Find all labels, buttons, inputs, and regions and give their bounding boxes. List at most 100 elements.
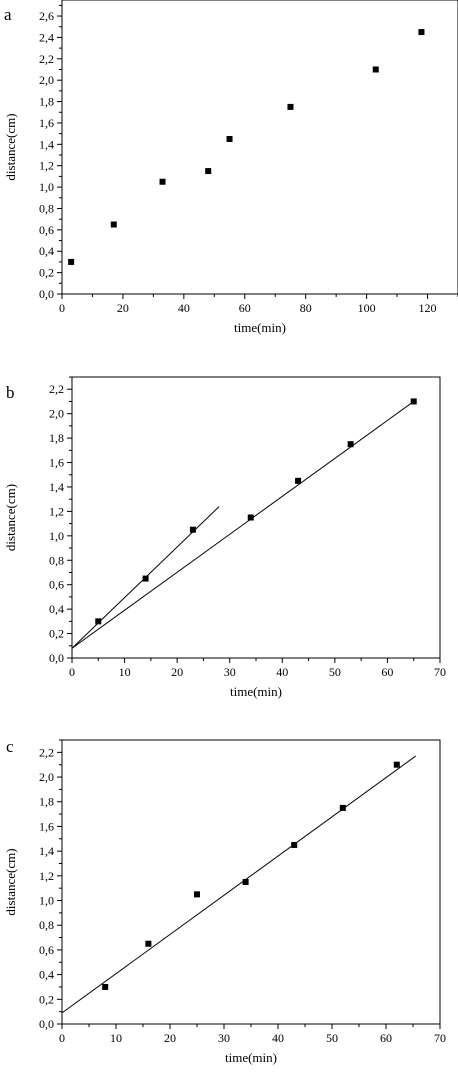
- data-point: [95, 618, 102, 625]
- panel-letter: b: [6, 383, 15, 402]
- x-tick-label: 70: [434, 665, 446, 679]
- data-point: [418, 29, 425, 36]
- x-tick-label: 100: [358, 301, 376, 315]
- data-point: [372, 66, 379, 73]
- y-tick-label: 0,4: [39, 968, 54, 982]
- y-axis-label: distance(cm): [3, 113, 18, 180]
- y-tick-label: 0,4: [49, 602, 64, 616]
- y-tick-label: 0,2: [39, 992, 54, 1006]
- y-tick-label: 0,6: [39, 943, 54, 957]
- y-tick-label: 2,2: [39, 52, 54, 66]
- y-tick-label: 1,6: [39, 116, 54, 130]
- y-tick-label: 1,2: [39, 869, 54, 883]
- y-tick-label: 1,0: [39, 180, 54, 194]
- y-tick-label: 1,8: [39, 95, 54, 109]
- y-tick-label: 1,8: [39, 795, 54, 809]
- x-tick-label: 10: [119, 665, 131, 679]
- data-point: [205, 168, 212, 175]
- x-tick-label: 70: [434, 1031, 446, 1045]
- y-tick-label: 2,6: [39, 9, 54, 23]
- data-point: [110, 221, 117, 228]
- panel-letter: c: [6, 737, 14, 756]
- y-tick-label: 2,4: [39, 30, 54, 44]
- x-tick-label: 60: [380, 1031, 392, 1045]
- x-tick-label: 0: [59, 1031, 65, 1045]
- panel-letter: a: [4, 5, 12, 24]
- y-tick-label: 2,2: [49, 382, 64, 396]
- y-tick-label: 1,0: [49, 529, 64, 543]
- x-tick-label: 0: [59, 301, 65, 315]
- y-tick-label: 1,2: [49, 504, 64, 518]
- y-tick-label: 2,2: [39, 745, 54, 759]
- data-point: [102, 983, 109, 990]
- y-tick-label: 1,4: [39, 137, 54, 151]
- x-tick-label: 50: [326, 1031, 338, 1045]
- plot-frame: [71, 376, 441, 659]
- plot-frame: [61, 739, 441, 1025]
- plot-frame: [61, 0, 458, 295]
- y-tick-label: 1,0: [39, 894, 54, 908]
- chart-panel-b: b 0 10 20 30 40 50 60 70 0,0 0,2 0,4 0,6 0,8 1,0 1,2 1,4…: [3, 376, 446, 699]
- x-tick-label: 80: [300, 301, 312, 315]
- y-tick-label: 0,2: [39, 266, 54, 280]
- x-tick-label: 60: [239, 301, 251, 315]
- y-tick-label: 0,6: [39, 223, 54, 237]
- x-tick-label: 40: [178, 301, 190, 315]
- data-point: [189, 526, 196, 533]
- x-tick-label: 50: [329, 665, 341, 679]
- y-axis-label: distance(cm): [3, 484, 18, 551]
- x-tick-label: 20: [171, 665, 183, 679]
- chart-panel-a: a 0 20 40 60 80 100 120 0,0 0,2 0,4 0,6 0,8 1,0 1,2 1,4…: [3, 0, 458, 335]
- data-point: [291, 841, 298, 848]
- data-point: [159, 178, 166, 185]
- x-axis-label: time(min): [234, 320, 286, 335]
- data-point: [68, 258, 75, 265]
- data-point: [287, 103, 294, 110]
- y-tick-label: 1,2: [39, 159, 54, 173]
- y-tick-label: 2,0: [49, 407, 64, 421]
- y-tick-label: 1,6: [49, 456, 64, 470]
- x-tick-label: 60: [381, 665, 393, 679]
- x-tick-label: 20: [164, 1031, 176, 1045]
- y-tick-label: 0,4: [39, 244, 54, 258]
- data-point: [194, 891, 200, 898]
- y-tick-label: 0,0: [39, 1017, 54, 1031]
- y-tick-label: 0,8: [39, 201, 54, 215]
- x-tick-label: 20: [117, 301, 129, 315]
- y-tick-label: 1,4: [49, 480, 64, 494]
- y-tick-label: 1,8: [49, 431, 64, 445]
- x-tick-label: 10: [110, 1031, 122, 1045]
- data-point: [145, 940, 152, 947]
- y-tick-label: 2,0: [39, 770, 54, 784]
- y-tick-label: 1,4: [39, 844, 54, 858]
- data-point: [242, 879, 249, 885]
- y-tick-label: 0,6: [49, 578, 64, 592]
- y-tick-label: 0,0: [49, 651, 64, 665]
- y-axis-label: distance(cm): [3, 848, 18, 915]
- x-tick-label: 120: [419, 301, 437, 315]
- x-tick-label: 40: [272, 1031, 284, 1045]
- data-point: [339, 804, 346, 811]
- x-tick-label: 30: [224, 665, 236, 679]
- data-point: [347, 441, 354, 448]
- data-point: [295, 477, 302, 484]
- y-tick-label: 0,8: [39, 918, 54, 932]
- y-tick-label: 2,0: [39, 73, 54, 87]
- y-tick-label: 0,0: [39, 287, 54, 301]
- y-tick-label: 1,6: [39, 819, 54, 833]
- data-point: [142, 575, 149, 582]
- y-tick-label: 0,8: [49, 553, 64, 567]
- fit-line: [71, 401, 415, 649]
- x-tick-label: 30: [218, 1031, 230, 1045]
- data-point: [247, 514, 254, 521]
- data-point: [226, 135, 233, 142]
- y-tick-label: 0,2: [49, 627, 64, 641]
- x-tick-label: 40: [276, 665, 288, 679]
- x-axis-label: time(min): [225, 1050, 277, 1065]
- data-point: [393, 761, 400, 768]
- data-point: [410, 398, 417, 405]
- x-tick-label: 0: [69, 665, 75, 679]
- fit-line: [61, 755, 416, 1014]
- chart-panel-c: c 0 10 20 30 40 50 60 70 0,0 0,2 0,4 0,6 0,8 1,0 1,2 1,4…: [3, 737, 446, 1065]
